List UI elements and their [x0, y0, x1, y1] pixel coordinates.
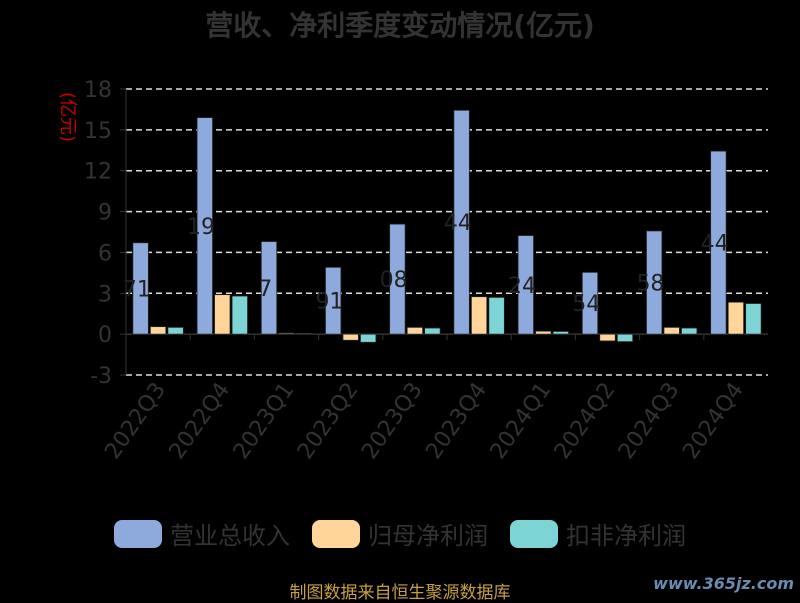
legend: 营业总收入 归母净利润 扣非净利润: [0, 516, 800, 551]
data-label: 44: [701, 232, 729, 257]
data-label: 54: [572, 292, 600, 317]
y-tick-label: 9: [98, 201, 112, 226]
bar: [646, 230, 663, 335]
legend-swatch: [114, 519, 162, 548]
x-tick-label: 2023Q1: [229, 378, 300, 464]
bar: [149, 326, 167, 335]
bar: [663, 326, 680, 335]
legend-label: 扣非净利润: [566, 522, 686, 550]
bar: [681, 327, 698, 335]
bar: [710, 150, 727, 335]
bar: [727, 301, 745, 335]
bar: [231, 295, 248, 335]
data-label: 44: [444, 211, 472, 236]
bar: [260, 241, 278, 335]
bar: [424, 327, 441, 335]
chart-title: 营收、净利季度变动情况(亿元): [205, 9, 595, 42]
data-label: 08: [380, 268, 408, 293]
x-tick-label: 2023Q3: [357, 378, 428, 464]
bar: [616, 333, 634, 343]
legend-swatch: [510, 519, 558, 548]
y-tick-label: 15: [84, 119, 112, 144]
bar: [552, 331, 569, 335]
bar: [295, 333, 313, 335]
data-label: 91: [315, 290, 343, 315]
bar: [745, 303, 762, 335]
y-tick-label: 0: [98, 323, 112, 348]
bar: [517, 235, 534, 335]
bar: [360, 333, 377, 343]
bar: [470, 296, 488, 335]
legend-label: 营业总收入: [170, 522, 290, 550]
bar: [167, 326, 184, 335]
x-tick-label: 2023Q4: [421, 378, 492, 464]
data-label: 58: [636, 272, 664, 297]
source-note: 制图数据来自恒生聚源数据库: [289, 583, 511, 603]
bar: [389, 223, 406, 335]
bar: [132, 242, 149, 335]
y-tick-label: 12: [84, 160, 112, 185]
legend-swatch: [312, 519, 360, 548]
bar: [406, 326, 424, 335]
y-tick-label: 3: [98, 282, 112, 307]
x-tick-label: 2022Q4: [165, 378, 236, 464]
watermark: www.365jz.com: [653, 574, 794, 593]
legend-item[interactable]: 扣非净利润: [510, 516, 686, 551]
data-label: 24: [508, 274, 536, 299]
x-tick-label: 2024Q4: [678, 378, 749, 464]
legend-label: 归母净利润: [368, 522, 488, 550]
legend-item[interactable]: 营业总收入: [114, 516, 290, 551]
data-label: 7: [258, 277, 272, 302]
x-tick-label: 2023Q2: [293, 378, 364, 464]
bar: [325, 266, 342, 335]
bar: [599, 333, 616, 342]
bar: [488, 296, 505, 335]
bar: [214, 294, 231, 335]
y-tick-label: -3: [90, 364, 112, 389]
data-label: 71: [123, 277, 151, 302]
x-tick-label: 2024Q1: [486, 378, 557, 464]
bar: [453, 109, 470, 335]
x-tick-label: 2024Q2: [550, 378, 621, 464]
bar: [196, 117, 213, 335]
x-tick-label: 2022Q3: [100, 378, 171, 464]
y-tick-label: 18: [84, 78, 112, 103]
data-label: 19: [187, 215, 215, 240]
bar: [535, 330, 552, 335]
bar: [581, 271, 599, 335]
bar: [278, 332, 295, 335]
x-tick-label: 2024Q3: [614, 378, 685, 464]
legend-item[interactable]: 归母净利润: [312, 516, 488, 551]
y-axis-label: (亿元): [57, 92, 78, 142]
y-tick-label: 6: [98, 241, 112, 266]
bar: [342, 333, 359, 341]
